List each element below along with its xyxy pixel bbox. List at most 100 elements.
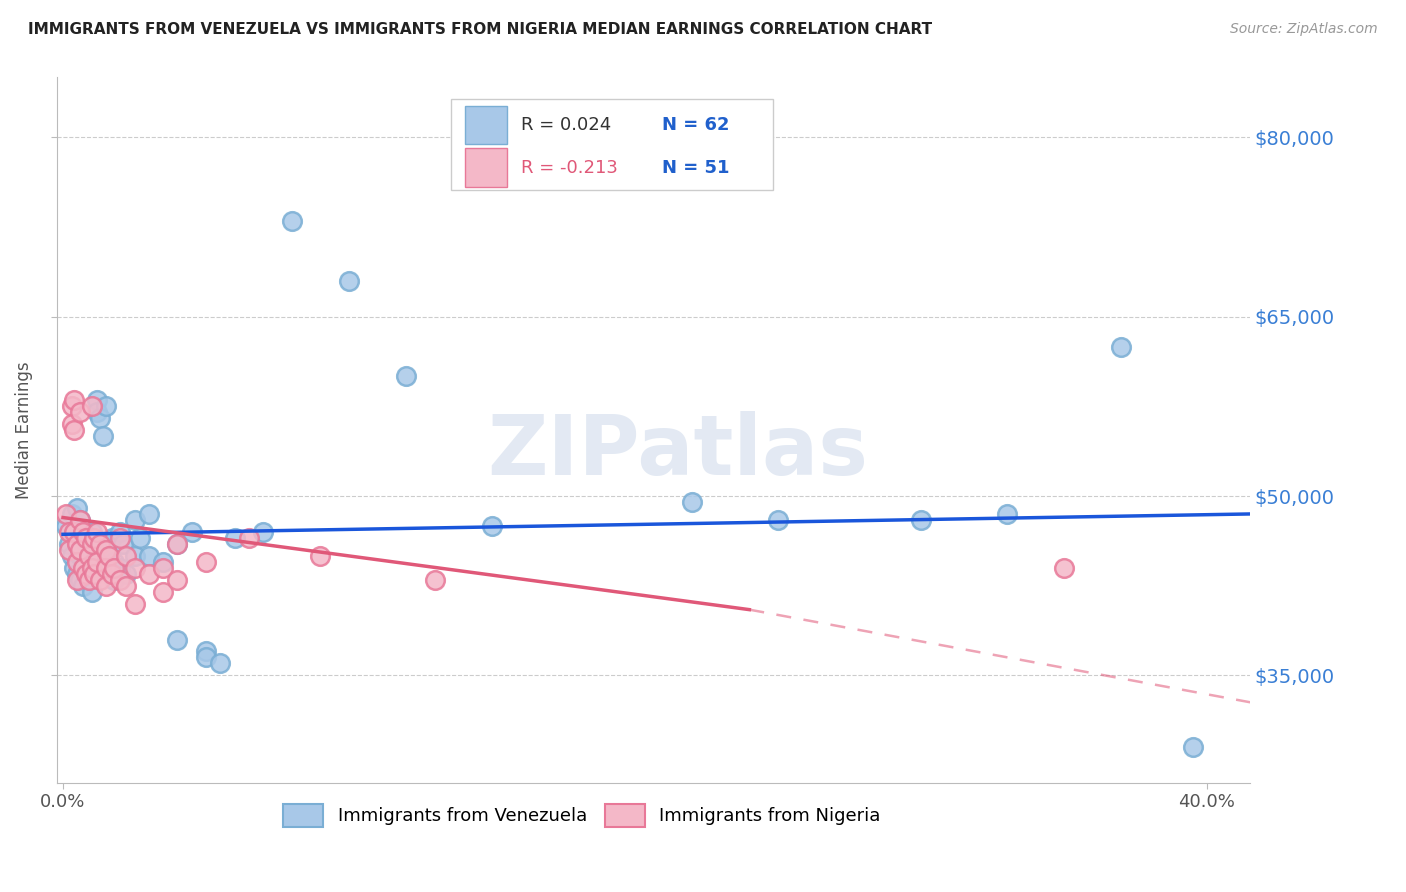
Point: [83, 566, 105, 581]
Point: [110, 531, 132, 545]
Point: [66, 555, 89, 569]
Point: [89, 411, 111, 425]
Point: [166, 573, 188, 587]
Point: [66, 500, 89, 515]
Point: [63, 393, 86, 408]
Point: [80, 561, 103, 575]
Point: [80, 555, 103, 569]
Point: [110, 561, 132, 575]
Point: [124, 549, 146, 563]
Point: [80, 400, 103, 414]
Point: [124, 597, 146, 611]
Point: [72, 524, 94, 539]
Point: [69, 542, 91, 557]
Point: [60, 507, 83, 521]
Point: [63, 524, 86, 539]
Point: [72, 579, 94, 593]
Point: [75, 561, 97, 575]
Point: [66, 537, 89, 551]
Point: [63, 561, 86, 575]
Point: [55, 507, 77, 521]
Point: [110, 524, 132, 539]
Point: [66, 566, 89, 581]
Point: [83, 542, 105, 557]
Point: [152, 561, 174, 575]
Point: [58, 537, 80, 551]
Point: [97, 549, 120, 563]
Point: [80, 524, 103, 539]
Point: [100, 531, 122, 545]
Point: [60, 400, 83, 414]
Point: [77, 549, 100, 563]
Point: [86, 405, 108, 419]
Point: [166, 537, 188, 551]
Point: [138, 549, 160, 563]
Point: [209, 657, 232, 671]
Point: [80, 584, 103, 599]
FancyBboxPatch shape: [451, 99, 773, 190]
Point: [129, 531, 152, 545]
Point: [224, 531, 246, 545]
Point: [69, 573, 91, 587]
FancyBboxPatch shape: [465, 105, 508, 145]
Point: [138, 507, 160, 521]
Point: [58, 524, 80, 539]
Point: [766, 513, 789, 527]
Point: [69, 549, 91, 563]
Point: [69, 405, 91, 419]
Point: [195, 555, 218, 569]
Point: [395, 369, 418, 384]
Point: [77, 542, 100, 557]
Text: R = 0.024: R = 0.024: [522, 117, 612, 135]
Point: [103, 561, 125, 575]
Point: [89, 537, 111, 551]
FancyBboxPatch shape: [465, 148, 508, 186]
Point: [66, 531, 89, 545]
Point: [63, 524, 86, 539]
Point: [124, 561, 146, 575]
Point: [75, 531, 97, 545]
Point: [166, 537, 188, 551]
Point: [481, 519, 503, 533]
Point: [60, 417, 83, 432]
Point: [681, 495, 703, 509]
Point: [94, 537, 117, 551]
Point: [91, 429, 114, 443]
Point: [86, 555, 108, 569]
Point: [72, 561, 94, 575]
Point: [60, 549, 83, 563]
Text: R = -0.213: R = -0.213: [522, 159, 619, 177]
Point: [152, 584, 174, 599]
Point: [77, 573, 100, 587]
Point: [115, 579, 138, 593]
Point: [103, 573, 125, 587]
Point: [55, 519, 77, 533]
Point: [97, 549, 120, 563]
Point: [112, 537, 135, 551]
Point: [72, 524, 94, 539]
Point: [281, 214, 304, 228]
Text: ZIPatlas: ZIPatlas: [486, 411, 868, 491]
Text: Source: ZipAtlas.com: Source: ZipAtlas.com: [1230, 22, 1378, 37]
Point: [115, 549, 138, 563]
Point: [138, 566, 160, 581]
Point: [115, 566, 138, 581]
Point: [423, 573, 446, 587]
Point: [309, 549, 332, 563]
Text: IMMIGRANTS FROM VENEZUELA VS IMMIGRANTS FROM NIGERIA MEDIAN EARNINGS CORRELATION: IMMIGRANTS FROM VENEZUELA VS IMMIGRANTS …: [28, 22, 932, 37]
Point: [58, 542, 80, 557]
Point: [80, 537, 103, 551]
Point: [910, 513, 932, 527]
Point: [110, 573, 132, 587]
Point: [94, 400, 117, 414]
Point: [1109, 339, 1132, 353]
Point: [103, 555, 125, 569]
Point: [94, 561, 117, 575]
Point: [86, 393, 108, 408]
Point: [83, 566, 105, 581]
Point: [252, 524, 274, 539]
Point: [1053, 561, 1076, 575]
Text: N = 62: N = 62: [662, 117, 730, 135]
Text: N = 51: N = 51: [662, 159, 730, 177]
Point: [86, 524, 108, 539]
